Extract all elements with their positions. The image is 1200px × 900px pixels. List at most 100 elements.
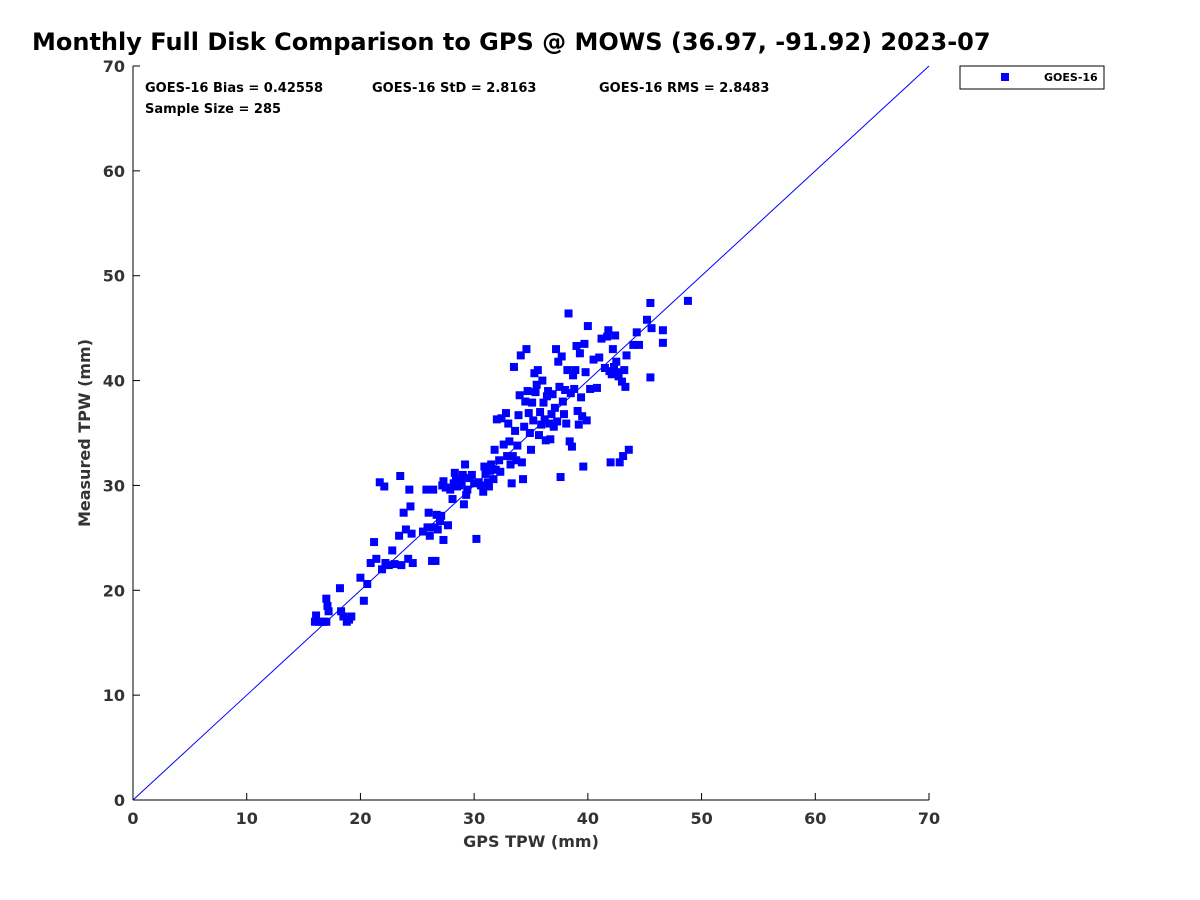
data-point (366, 559, 375, 568)
data-points (310, 296, 692, 626)
data-point (538, 376, 547, 385)
legend: GOES-16 (959, 65, 1105, 90)
x-tick-label: 40 (577, 809, 599, 828)
data-point (607, 370, 616, 379)
data-point (542, 392, 551, 401)
data-point (401, 525, 410, 534)
data-point (562, 419, 571, 428)
data-point (487, 460, 496, 469)
data-point (555, 382, 564, 391)
data-point (523, 387, 532, 396)
x-tick-label: 0 (127, 809, 138, 828)
y-tick-label: 70 (103, 57, 125, 76)
data-point (658, 326, 667, 335)
data-point (683, 296, 692, 305)
data-point (646, 373, 655, 382)
data-point (322, 617, 331, 626)
data-point (544, 387, 553, 396)
x-tick-label: 20 (349, 809, 371, 828)
data-point (556, 473, 565, 482)
data-point (378, 565, 387, 574)
data-point (532, 380, 541, 389)
data-point (388, 546, 397, 555)
data-point (422, 485, 431, 494)
data-point (617, 377, 626, 386)
data-point (619, 452, 628, 461)
data-point (632, 328, 641, 337)
data-point (578, 412, 587, 421)
data-point (569, 371, 578, 380)
data-point (610, 362, 619, 371)
data-point (533, 366, 542, 375)
data-point (451, 475, 460, 484)
data-point (581, 368, 590, 377)
data-point (583, 322, 592, 331)
data-point (505, 437, 514, 446)
data-point (540, 415, 549, 424)
data-point (372, 554, 381, 563)
data-point (370, 538, 379, 547)
data-point (519, 475, 528, 484)
data-point (612, 357, 621, 366)
data-point (571, 366, 580, 375)
data-point (547, 410, 556, 419)
x-tick-label: 70 (918, 809, 940, 828)
data-point (546, 435, 555, 444)
data-point (380, 482, 389, 491)
data-point (484, 482, 493, 491)
data-point (480, 462, 489, 471)
data-point (586, 384, 595, 393)
data-point (582, 416, 591, 425)
data-point (647, 324, 656, 333)
data-point (496, 467, 505, 476)
data-point (443, 521, 452, 530)
data-point (508, 452, 517, 461)
data-point (545, 419, 554, 428)
data-point (541, 436, 550, 445)
data-point (517, 458, 526, 467)
data-point (472, 534, 481, 543)
data-point (312, 611, 321, 620)
data-point (521, 397, 530, 406)
data-point (375, 478, 384, 487)
data-point (433, 525, 442, 534)
data-point (407, 529, 416, 538)
data-point (446, 485, 455, 494)
data-point (339, 612, 348, 621)
data-point (563, 366, 572, 375)
data-point (429, 485, 438, 494)
data-point (642, 315, 651, 324)
data-point (539, 398, 548, 407)
data-point (553, 417, 562, 426)
data-point (322, 594, 331, 603)
data-point (384, 561, 393, 570)
data-point (524, 409, 533, 418)
data-point (507, 479, 516, 488)
data-point (549, 422, 558, 431)
data-point (439, 535, 448, 544)
x-tick-label: 30 (463, 809, 485, 828)
data-point (613, 368, 622, 377)
data-point (514, 411, 523, 420)
data-point (395, 531, 404, 540)
data-point (622, 351, 631, 360)
axes: 0 10 20 30 40 50 60 70 0 10 20 30 40 50 60 70 (103, 57, 940, 828)
data-point (624, 445, 633, 454)
data-point (397, 561, 406, 570)
data-point (492, 415, 501, 424)
data-point (567, 442, 576, 451)
stat-std: GOES-16 StD = 2.8163 (372, 81, 536, 96)
data-point (557, 352, 566, 361)
data-point (458, 470, 467, 479)
data-point (324, 607, 333, 616)
data-point (432, 510, 441, 519)
data-point (534, 431, 543, 440)
data-point (495, 456, 504, 465)
chart-title: Monthly Full Disk Comparison to GPS @ MO… (32, 28, 991, 56)
data-point (520, 422, 529, 431)
data-point (525, 429, 534, 437)
data-point (561, 386, 570, 395)
data-point (511, 426, 520, 435)
data-point (566, 389, 575, 398)
data-point (483, 478, 492, 487)
